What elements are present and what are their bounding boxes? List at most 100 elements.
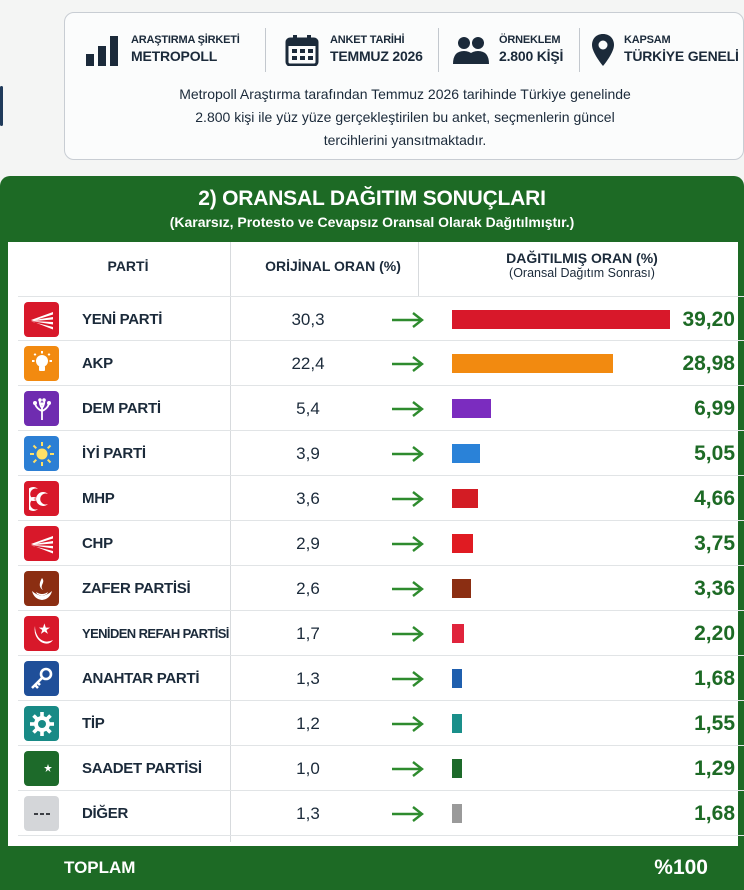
arrow-right-icon (390, 444, 426, 464)
tree-icon (24, 391, 59, 426)
table-row: İYİ PARTİ 3,9 5,05 (18, 431, 744, 476)
scope-value: TÜRKİYE GENELİ (624, 48, 739, 65)
distributed-bar (452, 669, 462, 688)
distributed-rate: 1,68 (694, 802, 735, 825)
original-rate: 3,9 (296, 444, 320, 463)
distributed-bar (452, 399, 491, 418)
arrow-right-icon (390, 804, 426, 824)
distributed-bar (452, 489, 478, 508)
rays-icon (24, 302, 59, 337)
original-rate: 1,7 (296, 624, 320, 643)
distributed-bar (452, 444, 481, 463)
original-rate: 5,4 (296, 399, 320, 418)
rays-icon (24, 526, 59, 561)
bulb-icon (24, 346, 59, 381)
left-edge-tab (0, 86, 3, 126)
gear-icon (24, 706, 59, 741)
original-rate: 2,9 (296, 534, 320, 553)
divider (438, 28, 439, 72)
table-row: MHP 3,6 4,66 (18, 476, 744, 521)
table-row: DEM PARTİ 5,4 6,99 (18, 386, 744, 431)
arrow-right-icon (390, 759, 426, 779)
distributed-rate: 39,20 (682, 308, 735, 331)
distributed-rate: 1,29 (694, 757, 735, 780)
distributed-rate: 6,99 (694, 397, 735, 420)
distributed-rate: 5,05 (694, 442, 735, 465)
info-sample: ÖRNEKLEM 2.800 KİŞİ (439, 25, 579, 75)
table-row: DİĞER 1,3 1,68 (18, 791, 744, 836)
original-rate: 30,3 (291, 310, 325, 329)
table-row: YENİ PARTİ 30,3 39,20 (18, 296, 744, 341)
distributed-rate: 1,55 (694, 712, 735, 735)
original-rate: 1,2 (296, 714, 320, 733)
party-name: AKP (82, 355, 113, 372)
distributed-bar (452, 579, 471, 598)
party-name: ANAHTAR PARTİ (82, 670, 200, 687)
distributed-bar (452, 310, 670, 329)
column-divider (230, 242, 231, 842)
results-header: 2) ORANSAL DAĞITIM SONUÇLARI (Kararsız, … (0, 176, 744, 242)
original-rate: 2,6 (296, 579, 320, 598)
party-name: CHP (82, 535, 113, 552)
original-rate: 22,4 (291, 354, 325, 373)
dots-icon (24, 796, 59, 831)
party-name: SAADET PARTİSİ (82, 760, 202, 777)
distributed-rate: 3,75 (694, 532, 735, 555)
survey-info-card: ARAŞTIRMA ŞİRKETİ METROPOLL ANK (64, 12, 744, 160)
total-label: TOPLAM (64, 858, 136, 877)
party-name: DEM PARTİ (82, 400, 161, 417)
distributed-rate: 1,68 (694, 667, 735, 690)
info-date: ANKET TARİHİ TEMMUZ 2026 (266, 25, 438, 75)
company-label: ARAŞTIRMA ŞİRKETİ (131, 34, 240, 47)
party-name: MHP (82, 490, 115, 507)
arrow-right-icon (390, 624, 426, 644)
description-line: Metropoll Araştırma tarafından Temmuz 20… (179, 86, 631, 102)
divider (265, 28, 266, 72)
results-subtitle: (Kararsız, Protesto ve Cevapsız Oransal … (169, 214, 575, 230)
crescents-icon (24, 481, 59, 516)
distributed-header-label: DAĞITILMIŞ ORAN (%) (506, 250, 658, 266)
results-table: PARTİ ORİJİNAL ORAN (%) DAĞITILMIŞ ORAN … (0, 242, 744, 846)
column-header-distributed: DAĞITILMIŞ ORAN (%) (Oransal Dağıtım Son… (432, 250, 732, 280)
calendar-icon (282, 30, 322, 70)
date-label: ANKET TARİHİ (330, 34, 405, 47)
column-divider (418, 242, 419, 296)
info-company: ARAŞTIRMA ŞİRKETİ METROPOLL (65, 25, 265, 75)
party-name: TİP (82, 715, 105, 732)
distributed-rate: 28,98 (682, 352, 735, 375)
arrow-right-icon (390, 399, 426, 419)
original-rate: 1,3 (296, 804, 320, 823)
bar-chart-icon (83, 30, 123, 70)
distributed-bar (452, 534, 473, 553)
company-value: METROPOLL (131, 48, 218, 65)
arrow-right-icon (390, 714, 426, 734)
arrow-right-icon (390, 310, 426, 330)
description-line: 2.800 kişi ile yüz yüze gerçekleştirilen… (195, 109, 615, 125)
party-name: YENİ PARTİ (82, 311, 163, 328)
crescent-star-icon (24, 751, 59, 786)
total-row: TOPLAM %100 (0, 846, 744, 890)
description-line: tercihlerini yansıtmaktadır. (323, 132, 487, 148)
survey-description: Metropoll Araştırma tarafından Temmuz 20… (65, 83, 744, 152)
distributed-rate: 4,66 (694, 487, 735, 510)
flame-icon (24, 571, 59, 606)
key-icon (24, 661, 59, 696)
distributed-bar (452, 804, 462, 823)
table-row: AKP 22,4 28,98 (18, 341, 744, 386)
original-rate: 1,3 (296, 669, 320, 688)
map-pin-icon (590, 30, 616, 70)
sample-label: ÖRNEKLEM (499, 34, 561, 47)
sun-icon (24, 436, 59, 471)
divider (579, 28, 580, 72)
table-row: TİP 1,2 1,55 (18, 701, 744, 746)
table-row: CHP 2,9 3,75 (18, 521, 744, 566)
distributed-rate: 2,20 (694, 622, 735, 645)
column-header-party: PARTİ (107, 258, 149, 274)
party-name: DİĞER (82, 805, 129, 822)
crescent-arc-icon (24, 616, 59, 651)
original-rate: 1,0 (296, 759, 320, 778)
table-row: SAADET PARTİSİ 1,0 1,29 (18, 746, 744, 791)
scope-label: KAPSAM (624, 34, 671, 47)
arrow-right-icon (390, 489, 426, 509)
info-scope: KAPSAM TÜRKİYE GENELİ (580, 25, 740, 75)
